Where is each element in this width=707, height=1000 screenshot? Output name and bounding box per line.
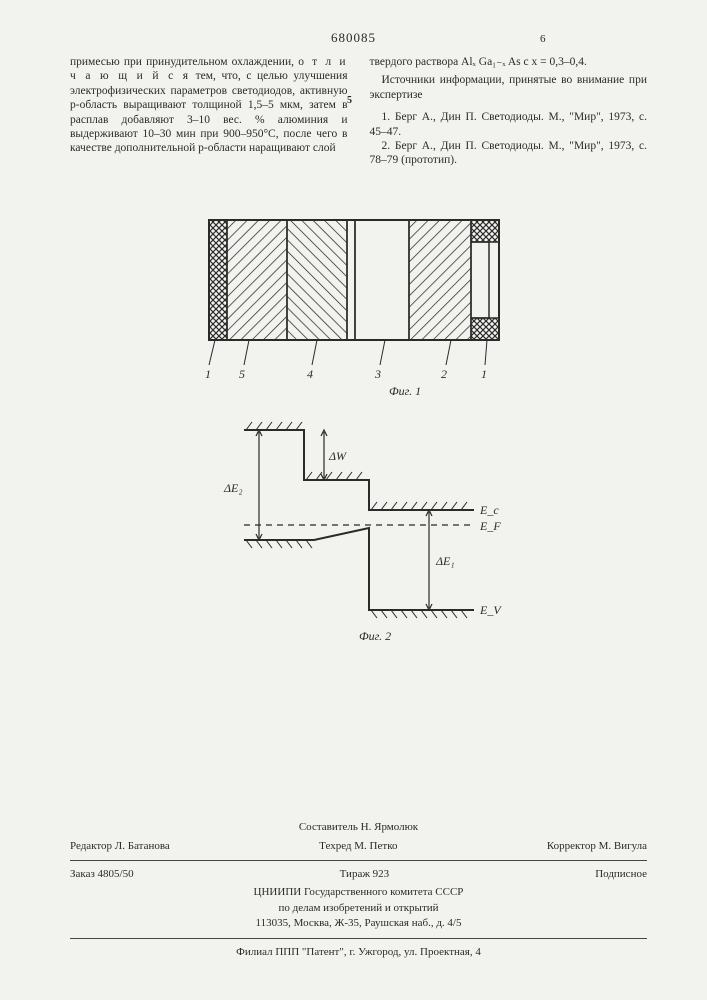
order: Заказ 4805/50	[70, 867, 134, 882]
col-number-6: 6	[540, 33, 546, 45]
techred: Техред М. Петко	[319, 839, 397, 854]
divider-1	[70, 860, 647, 861]
fig2-label-dE2: ΔE₂	[223, 481, 243, 495]
fig1-label-1a: 1	[205, 367, 211, 381]
corrector: Корректор М. Вигула	[547, 839, 647, 854]
signature: Подписное	[595, 867, 647, 882]
page-number: 680085	[331, 30, 376, 46]
right-column: твердого раствора Alₓ Ga₁₋ₓ As с x = 0,3…	[370, 55, 648, 168]
addr2: Филиал ППП "Патент", г. Ужгород, ул. Про…	[70, 945, 647, 960]
org2: по делам изобретений и открытий	[70, 901, 647, 916]
figures-block: 1 5 4 3 2 1 Фиг. 1	[0, 210, 707, 650]
fig1-label-3: 3	[374, 367, 381, 381]
fig2-label-Ef: E_F	[479, 519, 501, 533]
fig2-label-dE1: ΔE₁	[435, 554, 455, 568]
fig1-caption: Фиг. 1	[389, 384, 421, 398]
figure-1: 1 5 4 3 2 1 Фиг. 1	[189, 210, 519, 400]
right-p3: 1. Берг А., Дин П. Светодиоды. М., "Мир"…	[370, 110, 648, 139]
left-paragraph: примесью при принудительном охлаждении, …	[70, 55, 348, 156]
tirage: Тираж 923	[340, 867, 390, 882]
body-columns: примесью при принудительном охлаждении, …	[70, 55, 647, 168]
fig1-label-4: 4	[307, 367, 313, 381]
fig1-label-2: 2	[441, 367, 447, 381]
line-marker-5: 5	[347, 95, 352, 106]
left-column: примесью при принудительном охлаждении, …	[70, 55, 348, 168]
editor: Редактор Л. Батанова	[70, 839, 170, 854]
compiler-line: Составитель Н. Ярмолюк	[70, 820, 647, 835]
right-p2: Источники информации, принятые во вниман…	[370, 73, 648, 102]
right-p1: твердого раствора Alₓ Ga₁₋ₓ As с x = 0,3…	[370, 55, 648, 69]
addr1: 113035, Москва, Ж-35, Раушская наб., д. …	[70, 916, 647, 931]
footer-block: Составитель Н. Ярмолюк Редактор Л. Батан…	[70, 820, 647, 960]
fig2-label-dW: ΔW	[328, 449, 347, 463]
order-row: Заказ 4805/50 Тираж 923 Подписное	[70, 867, 647, 882]
fig2-caption: Фиг. 2	[359, 629, 391, 643]
org1: ЦНИИПИ Государственного комитета СССР	[70, 885, 647, 900]
fig2-label-Ec: E_c	[479, 503, 499, 517]
fig1-label-5: 5	[239, 367, 245, 381]
right-p4: 2. Берг А., Дин П. Светодиоды. М., "Мир"…	[370, 139, 648, 168]
credits-row: Редактор Л. Батанова Техред М. Петко Кор…	[70, 839, 647, 854]
divider-2	[70, 938, 647, 939]
fig1-label-1b: 1	[481, 367, 487, 381]
figure-2: ΔE₂ ΔW ΔE₁ E_c E_F E_V Фиг. 2	[184, 410, 524, 650]
fig2-label-Ev: E_V	[479, 603, 502, 617]
